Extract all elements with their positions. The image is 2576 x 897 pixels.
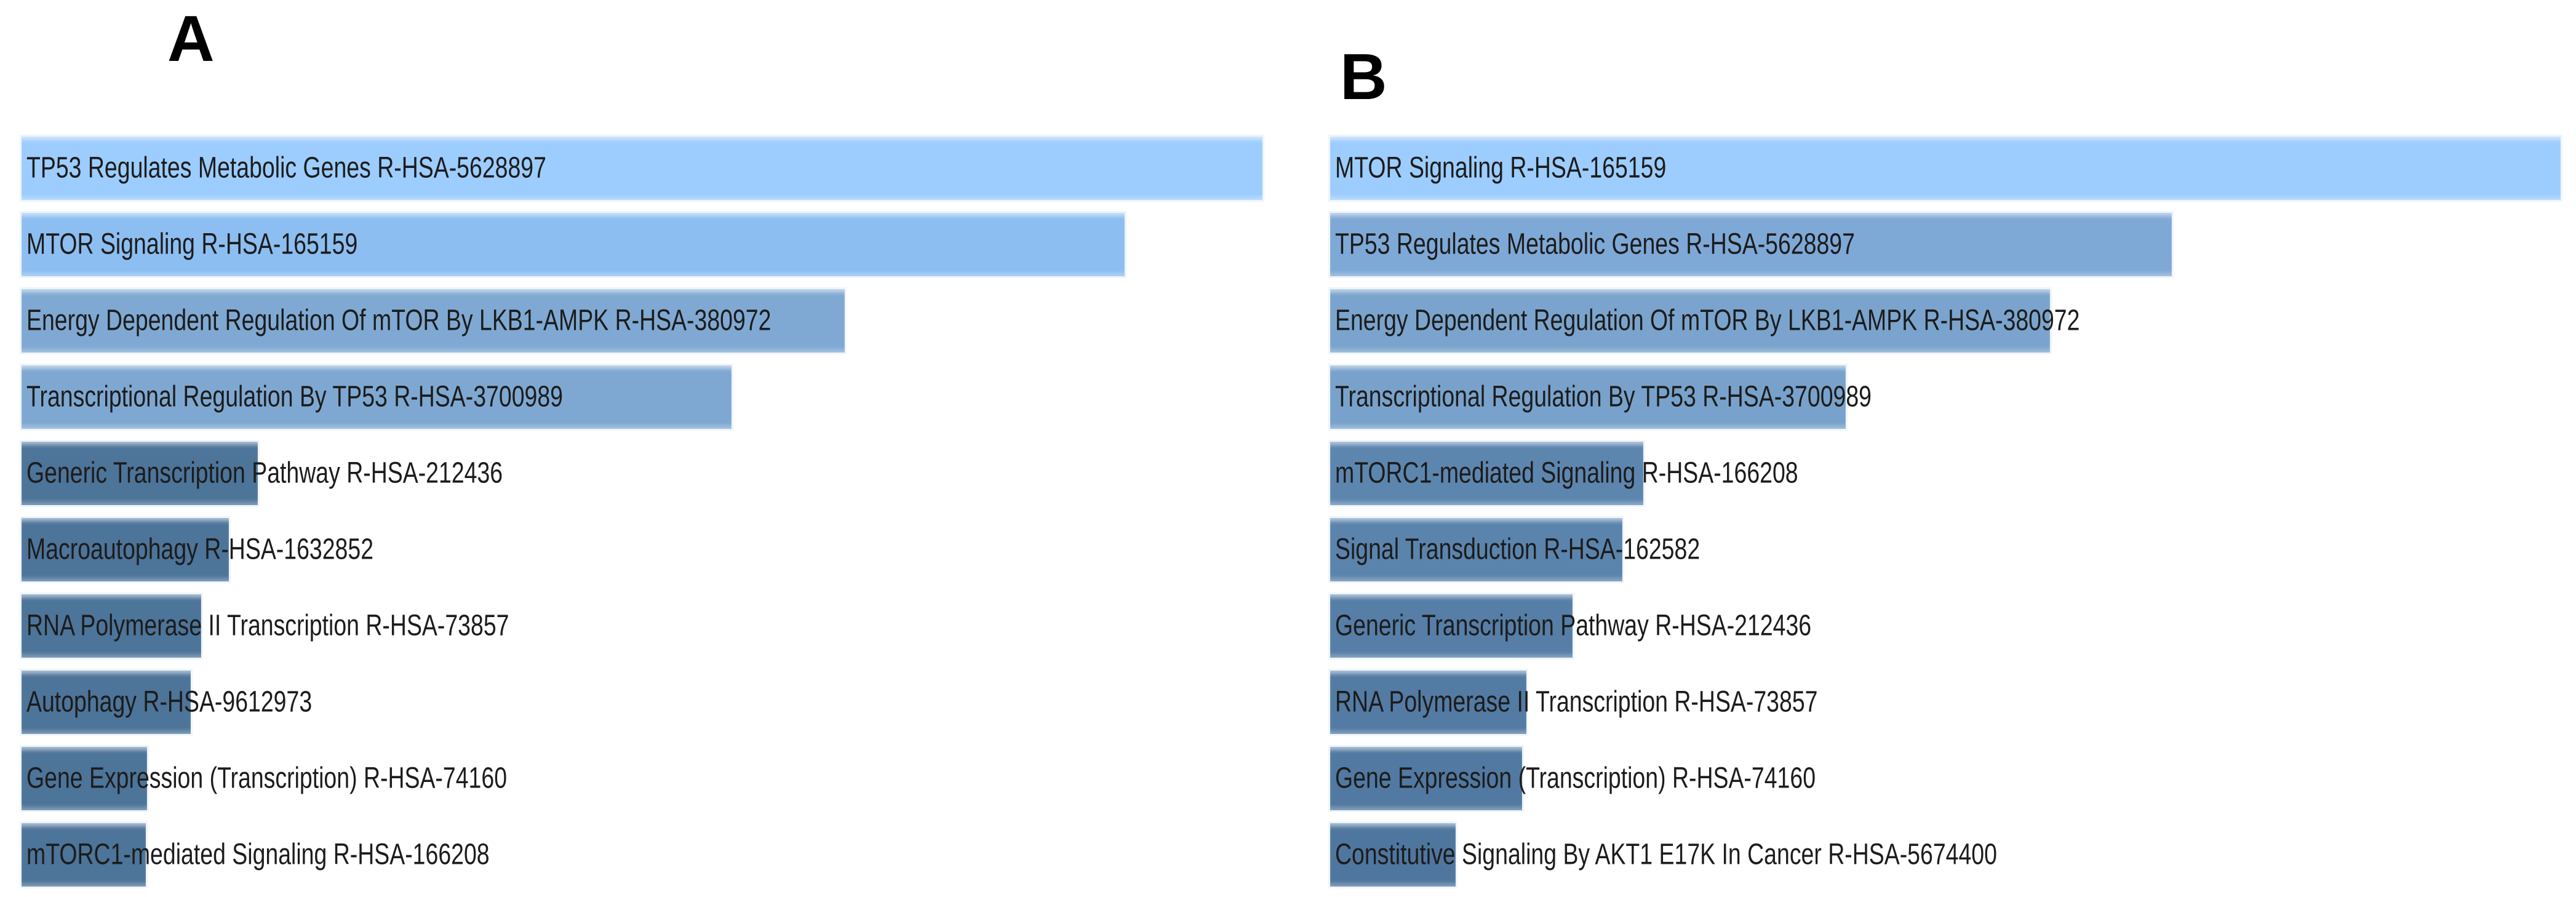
panel-b-title: B: [1340, 41, 1387, 113]
pathway-row: Constitutive Signaling By AKT1 E17K In C…: [1330, 823, 2576, 887]
pathway-label: Energy Dependent Regulation Of mTOR By L…: [1335, 303, 2080, 337]
pathway-bar: [1330, 137, 2561, 200]
panel-b-bar-chart: MTOR Signaling R-HSA-165159 TP53 Regulate…: [1330, 137, 2576, 887]
pathway-label: Generic Transcription Pathway R-HSA-2124…: [26, 456, 503, 489]
pathway-row: Autophagy R-HSA-9612973: [22, 671, 1284, 734]
pathway-bar: [22, 518, 229, 581]
pathway-label: Autophagy R-HSA-9612973: [26, 685, 313, 718]
pathway-bar: [1330, 442, 1643, 505]
pathway-row: Energy Dependent Regulation Of mTOR By L…: [22, 289, 1284, 353]
pathway-label: TP53 Regulates Metabolic Genes R-HSA-562…: [1335, 227, 1855, 260]
pathway-row: Transcriptional Regulation By TP53 R-HSA…: [1330, 365, 2576, 429]
pathway-label: Transcriptional Regulation By TP53 R-HSA…: [26, 380, 563, 413]
pathway-label: MTOR Signaling R-HSA-165159: [26, 227, 358, 260]
pathway-bar: [22, 213, 1125, 276]
pathway-label: Energy Dependent Regulation Of mTOR By L…: [26, 303, 772, 337]
pathway-row: TP53 Regulates Metabolic Genes R-HSA-562…: [1330, 213, 2576, 276]
pathway-label: Constitutive Signaling By AKT1 E17K In C…: [1335, 837, 1997, 871]
pathway-row: RNA Polymerase II Transcription R-HSA-73…: [22, 594, 1284, 658]
pathway-label: mTORC1-mediated Signaling R-HSA-166208: [1335, 456, 1798, 489]
pathway-row: Transcriptional Regulation By TP53 R-HSA…: [22, 365, 1284, 429]
pathway-row: Macroautophagy R-HSA-1632852: [22, 518, 1284, 581]
pathway-bar: [1330, 594, 1573, 658]
pathway-label: RNA Polymerase II Transcription R-HSA-73…: [1335, 685, 1818, 718]
pathway-bar: [1330, 747, 1522, 810]
pathway-label: mTORC1-mediated Signaling R-HSA-166208: [26, 837, 490, 871]
pathway-label: Gene Expression (Transcription) R-HSA-74…: [26, 761, 508, 794]
pathway-row: RNA Polymerase II Transcription R-HSA-73…: [1330, 671, 2576, 734]
pathway-bar: [22, 365, 732, 429]
pathway-bar: [1330, 289, 2050, 353]
pathway-bar: [1330, 518, 1622, 581]
pathway-bar: [22, 137, 1262, 200]
panel-a-title: A: [167, 2, 215, 75]
pathway-bar: [22, 289, 845, 353]
pathway-label: Signal Transduction R-HSA-162582: [1335, 532, 1701, 565]
pathway-label: TP53 Regulates Metabolic Genes R-HSA-562…: [26, 151, 546, 184]
panel-a-bar-chart: TP53 Regulates Metabolic Genes R-HSA-562…: [22, 137, 1284, 887]
pathway-row: MTOR Signaling R-HSA-165159: [22, 213, 1284, 276]
pathway-row: mTORC1-mediated Signaling R-HSA-166208: [22, 823, 1284, 887]
pathway-row: MTOR Signaling R-HSA-165159: [1330, 137, 2576, 200]
pathway-bar: [22, 442, 258, 505]
pathway-label: Macroautophagy R-HSA-1632852: [26, 532, 374, 565]
pathway-row: Energy Dependent Regulation Of mTOR By L…: [1330, 289, 2576, 353]
pathway-label: MTOR Signaling R-HSA-165159: [1335, 151, 1667, 184]
pathway-label: RNA Polymerase II Transcription R-HSA-73…: [26, 608, 509, 642]
pathway-row: Signal Transduction R-HSA-162582: [1330, 518, 2576, 581]
pathway-bar: [22, 671, 191, 734]
pathway-row: Gene Expression (Transcription) R-HSA-74…: [1330, 747, 2576, 810]
pathway-row: Gene Expression (Transcription) R-HSA-74…: [22, 747, 1284, 810]
pathway-bar: [1330, 365, 1846, 429]
pathway-row: mTORC1-mediated Signaling R-HSA-166208: [1330, 442, 2576, 505]
pathway-bar: [1330, 671, 1526, 734]
pathway-bar: [22, 747, 147, 810]
pathway-label: Gene Expression (Transcription) R-HSA-74…: [1335, 761, 1816, 794]
pathway-row: TP53 Regulates Metabolic Genes R-HSA-562…: [22, 137, 1284, 200]
pathway-label: Generic Transcription Pathway R-HSA-2124…: [1335, 608, 1812, 642]
pathway-bar: [1330, 823, 1456, 887]
pathway-bar: [22, 823, 146, 887]
pathway-bar: [1330, 213, 2172, 276]
pathway-row: Generic Transcription Pathway R-HSA-2124…: [1330, 594, 2576, 658]
pathway-label: Transcriptional Regulation By TP53 R-HSA…: [1335, 380, 1872, 413]
pathway-row: Generic Transcription Pathway R-HSA-2124…: [22, 442, 1284, 505]
pathway-bar: [22, 594, 201, 658]
